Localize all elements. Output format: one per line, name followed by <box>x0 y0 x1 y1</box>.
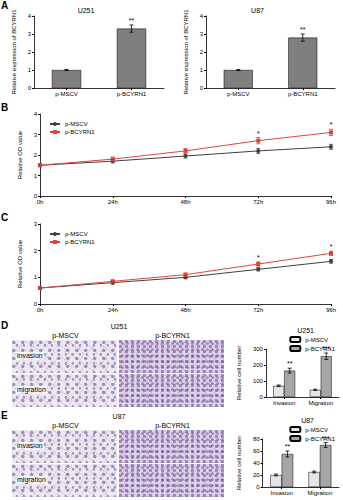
svg-text:2: 2 <box>200 49 204 55</box>
svg-text:*: * <box>257 254 260 261</box>
svg-text:Invasion: Invasion <box>271 490 293 496</box>
svg-text:p-MSCV: p-MSCV <box>65 231 88 237</box>
html-text:migration: migration <box>17 386 46 393</box>
svg-text:p-MSCV: p-MSCV <box>55 91 78 97</box>
svg-text:72h: 72h <box>253 307 263 313</box>
svg-text:*: * <box>330 121 333 128</box>
html-text:B: B <box>1 102 9 113</box>
html-text:C: C <box>1 212 9 223</box>
svg-text:0h: 0h <box>37 199 44 205</box>
svg-text:Relative expression of BCYRN1: Relative expression of BCYRN1 <box>11 9 17 95</box>
svg-text:80: 80 <box>253 436 260 442</box>
svg-text:p-BCYRN1: p-BCYRN1 <box>65 239 95 245</box>
svg-text:***: *** <box>322 435 330 442</box>
html-text:migration: migration <box>17 476 46 483</box>
svg-text:*: * <box>330 243 333 250</box>
svg-text:p-BCYRN1: p-BCYRN1 <box>65 129 95 135</box>
html-text:D: D <box>1 320 9 331</box>
svg-text:Relative OD value: Relative OD value <box>17 130 23 179</box>
svg-text:40: 40 <box>253 460 260 466</box>
svg-text:p-BCYRN1: p-BCYRN1 <box>288 91 318 97</box>
svg-text:1: 1 <box>34 274 38 280</box>
svg-text:2: 2 <box>34 248 38 254</box>
svg-text:*: * <box>257 130 260 137</box>
svg-text:1: 1 <box>34 173 38 179</box>
svg-text:48h: 48h <box>180 307 190 313</box>
svg-text:1: 1 <box>28 67 32 73</box>
svg-text:1: 1 <box>200 67 204 73</box>
svg-text:0: 0 <box>200 85 204 91</box>
svg-text:Migration: Migration <box>308 400 333 406</box>
svg-text:p-BCYRN1: p-BCYRN1 <box>117 91 147 97</box>
svg-text:p-MSCV: p-MSCV <box>305 427 328 433</box>
svg-text:4: 4 <box>28 13 32 19</box>
svg-text:**: ** <box>129 17 135 24</box>
svg-text:3: 3 <box>34 221 38 227</box>
svg-text:3: 3 <box>34 132 38 138</box>
svg-text:**: ** <box>300 26 306 33</box>
svg-text:3: 3 <box>200 31 204 37</box>
html-text:U87: U87 <box>112 413 126 420</box>
svg-text:24h: 24h <box>108 199 118 205</box>
svg-text:p-BCYRN1: p-BCYRN1 <box>305 436 335 442</box>
svg-text:U251: U251 <box>78 7 95 14</box>
svg-text:20: 20 <box>253 472 260 478</box>
svg-text:48h: 48h <box>180 199 190 205</box>
html-text:invasion: invasion <box>17 442 43 449</box>
svg-text:96h: 96h <box>326 199 336 205</box>
svg-text:4: 4 <box>200 13 204 19</box>
svg-text:p-MSCV: p-MSCV <box>227 91 250 97</box>
svg-text:300: 300 <box>253 346 264 352</box>
svg-text:0h: 0h <box>37 307 44 313</box>
svg-text:24h: 24h <box>108 307 118 313</box>
svg-text:**: ** <box>287 360 293 367</box>
svg-text:U87: U87 <box>301 417 314 424</box>
svg-text:p-BCYRN1: p-BCYRN1 <box>305 346 335 352</box>
svg-text:***: *** <box>322 345 330 352</box>
svg-text:2: 2 <box>28 49 32 55</box>
html-text:p-MSCV: p-MSCV <box>52 332 79 339</box>
svg-text:0: 0 <box>33 301 37 307</box>
svg-text:U87: U87 <box>251 7 264 14</box>
html-text:U251: U251 <box>110 323 128 330</box>
svg-text:0: 0 <box>256 484 260 490</box>
svg-text:2: 2 <box>34 152 38 158</box>
svg-text:p-MSCV: p-MSCV <box>305 337 328 343</box>
svg-text:96h: 96h <box>326 307 336 313</box>
html-text:E: E <box>1 410 8 421</box>
svg-text:Relative cell number: Relative cell number <box>236 346 242 400</box>
svg-text:**: ** <box>285 443 291 450</box>
html-text:p-BCYRN1: p-BCYRN1 <box>155 422 190 429</box>
html-text:A: A <box>1 0 9 11</box>
svg-text:p-MSCV: p-MSCV <box>65 121 88 127</box>
svg-text:200: 200 <box>253 362 264 368</box>
svg-text:0: 0 <box>28 85 32 91</box>
html-text:p-BCYRN1: p-BCYRN1 <box>155 332 190 339</box>
svg-text:4: 4 <box>34 111 38 117</box>
svg-text:Relative expression of BCYRN1: Relative expression of BCYRN1 <box>183 9 189 95</box>
svg-text:Invasion: Invasion <box>273 400 295 406</box>
svg-text:3: 3 <box>28 31 32 37</box>
svg-text:U251: U251 <box>297 327 314 334</box>
svg-text:Migration: Migration <box>308 490 333 496</box>
svg-text:60: 60 <box>253 448 260 454</box>
svg-text:0: 0 <box>260 394 264 400</box>
svg-text:0: 0 <box>33 193 37 199</box>
svg-text:72h: 72h <box>253 199 263 205</box>
svg-text:100: 100 <box>253 378 264 384</box>
html-text:invasion: invasion <box>17 352 43 359</box>
svg-text:Relative OD value: Relative OD value <box>17 239 23 288</box>
svg-text:Relative cell number: Relative cell number <box>236 436 242 490</box>
html-text:p-MSCV: p-MSCV <box>52 422 79 429</box>
